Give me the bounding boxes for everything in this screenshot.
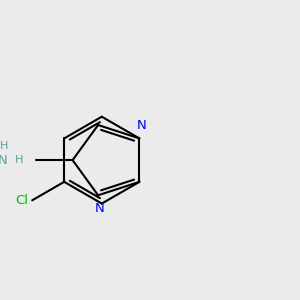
Text: Cl: Cl [16,194,29,207]
Text: H: H [15,155,23,165]
Text: H: H [0,141,9,151]
Text: N: N [0,154,8,166]
Text: N: N [137,119,147,132]
Text: N: N [95,202,104,214]
